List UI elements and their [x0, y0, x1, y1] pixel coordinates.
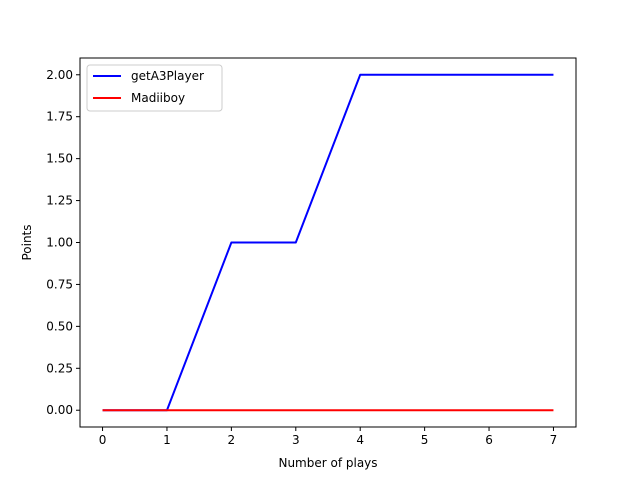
y-tick-label: 2.00	[46, 68, 73, 82]
y-tick-label: 1.00	[46, 236, 73, 250]
x-tick-label: 4	[356, 433, 364, 447]
y-axis-label: Points	[20, 224, 34, 260]
plot-frame	[79, 57, 577, 428]
x-tick-label: 3	[292, 433, 300, 447]
y-tick-label: 0.75	[46, 277, 73, 291]
legend: getA3Player Madiiboy	[86, 64, 223, 112]
y-tick-label: 0.50	[46, 319, 73, 333]
x-tick-label: 5	[421, 433, 429, 447]
x-tick-label: 2	[228, 433, 236, 447]
y-tick-label: 0.00	[46, 403, 73, 417]
legend-label: getA3Player	[131, 69, 204, 83]
y-tick-label: 1.75	[46, 110, 73, 124]
x-tick-label: 6	[485, 433, 493, 447]
x-axis-label: Number of plays	[278, 456, 377, 470]
y-tick-label: 1.50	[46, 152, 73, 166]
legend-label: Madiiboy	[131, 91, 185, 105]
x-tick-label: 7	[550, 433, 558, 447]
x-tick-label: 1	[163, 433, 171, 447]
y-tick-label: 1.25	[46, 194, 73, 208]
axis-ticks: 0 1 2 3 4 5 6 7 0.00 0.25 0.50 0.75 1.00 1.25 1.50 1.75…	[46, 68, 557, 447]
x-tick-label: 0	[99, 433, 107, 447]
series-line-geta3player	[102, 73, 554, 412]
plot-lines	[102, 73, 554, 412]
y-tick-label: 0.25	[46, 361, 73, 375]
